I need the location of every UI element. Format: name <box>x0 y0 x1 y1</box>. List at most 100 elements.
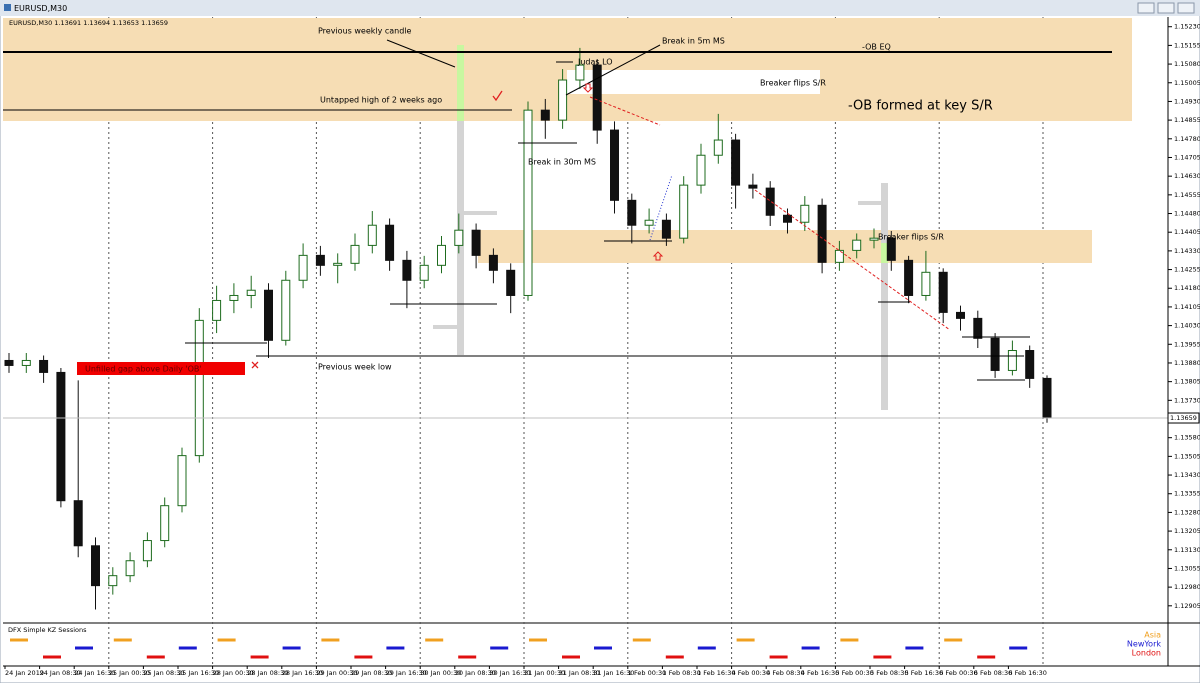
x-tick-label: 29 Jan 16:30 <box>386 669 427 677</box>
annotation: Judas LO <box>577 58 613 67</box>
x-tick-label: 5 Feb 00:30 <box>835 669 874 677</box>
candle-body <box>506 269 516 296</box>
x-tick-label: 6 Feb 00:30 <box>939 669 978 677</box>
x-tick-label: 4 Feb 00:30 <box>732 669 771 677</box>
weekly-candle-open <box>433 325 459 329</box>
y-tick-label: 1.15155 <box>1174 41 1200 49</box>
x-tick-label: 24 Jan 16:30 <box>74 669 115 677</box>
y-tick-label: 1.13505 <box>1174 452 1200 460</box>
maximize-button[interactable] <box>1157 2 1175 14</box>
y-tick-label: 1.13880 <box>1174 359 1200 367</box>
annotation: Break in 30m MS <box>528 158 596 167</box>
candle-body <box>921 271 931 296</box>
candle-body <box>21 359 31 366</box>
candle-body <box>108 575 118 587</box>
annotation: Previous week low <box>318 363 392 372</box>
trend-line <box>754 189 951 331</box>
y-tick-label: 1.13205 <box>1174 527 1200 535</box>
cross-icon <box>251 361 259 369</box>
candle-body <box>886 237 896 261</box>
session-legend: London <box>1132 649 1161 658</box>
candle-body <box>783 214 792 223</box>
x-tick-label: 29 Jan 00:30 <box>316 669 357 677</box>
trend-line <box>649 174 673 241</box>
candle-body <box>713 139 723 156</box>
x-tick-label: 31 Jan 08:30 <box>559 669 600 677</box>
candle-body <box>454 229 464 246</box>
weekly-candle-wick <box>457 45 464 121</box>
window-icon <box>4 4 11 11</box>
candle-body <box>644 219 654 226</box>
indicator-name: DFX Simple KZ Sessions <box>8 626 87 634</box>
candle-body <box>333 262 343 266</box>
candle-body <box>367 224 377 246</box>
trend-line <box>589 96 661 126</box>
y-tick-label: 1.14330 <box>1174 247 1200 255</box>
last-price-box <box>1167 412 1200 424</box>
annotation: -OB formed at key S/R <box>848 99 993 114</box>
breaker-zone <box>478 230 1092 263</box>
candle-body <box>956 311 965 319</box>
candle-body <box>817 204 827 263</box>
gap-box <box>77 362 245 375</box>
candle-body <box>315 254 325 266</box>
title-bar <box>0 0 1200 16</box>
x-tick-label: 30 Jan 08:30 <box>455 669 496 677</box>
candle-body <box>904 259 914 296</box>
y-tick-label: 1.15230 <box>1174 23 1200 31</box>
candle-body <box>437 244 446 266</box>
x-tick-label: 28 Jan 08:30 <box>247 669 288 677</box>
pointer-line <box>565 44 661 96</box>
x-tick-label: 5 Feb 16:30 <box>905 669 944 677</box>
minimize-button[interactable] <box>1137 2 1155 14</box>
y-tick-label: 1.13055 <box>1174 564 1200 572</box>
session-legend: NewYork <box>1127 640 1161 649</box>
annotation: Breaker flips S/R <box>878 233 944 242</box>
candle-body <box>627 199 637 226</box>
candle-body <box>350 244 360 264</box>
candle-body <box>800 204 810 223</box>
check-icon <box>492 90 503 102</box>
candle-body <box>990 337 1000 371</box>
candle-body <box>4 359 14 366</box>
close-button[interactable] <box>1177 2 1195 14</box>
candle-body <box>125 560 135 577</box>
x-tick-label: 6 Feb 08:30 <box>974 669 1013 677</box>
x-tick-label: 1 Feb 00:30 <box>628 669 667 677</box>
y-tick-label: 1.15005 <box>1174 79 1200 87</box>
candle-body <box>471 229 481 256</box>
x-tick-label: 28 Jan 16:30 <box>282 669 323 677</box>
x-tick-label: 25 Jan 16:30 <box>178 669 219 677</box>
drawings <box>3 39 1112 381</box>
candle-body <box>39 359 49 373</box>
y-tick-label: 1.15080 <box>1174 60 1200 68</box>
candle-body <box>402 259 412 281</box>
pointer-line <box>386 39 456 68</box>
candle-body <box>748 184 758 189</box>
window-buttons[interactable] <box>1137 2 1195 14</box>
y-tick-label: 1.12980 <box>1174 583 1200 591</box>
candle-body <box>1042 377 1052 419</box>
x-tick-label: 24 Jan 2019 <box>5 669 44 677</box>
candle-body <box>419 264 429 281</box>
y-tick-label: 1.13955 <box>1174 340 1200 348</box>
candle-body <box>540 109 550 121</box>
candle-body <box>1007 350 1017 371</box>
candle-body <box>558 79 568 121</box>
arrow-down-icon <box>582 83 594 93</box>
annotations: Previous weekly candle Break in 5m MS -O… <box>85 27 993 374</box>
arrow-up-icon <box>652 251 664 261</box>
candle-body <box>91 545 100 587</box>
candle-body <box>73 500 83 547</box>
x-tick-label: 28 Jan 00:30 <box>213 669 254 677</box>
candle-body <box>938 271 948 313</box>
candle-body <box>298 254 308 281</box>
candle-body <box>1025 350 1035 379</box>
candle-body <box>212 299 222 321</box>
x-tick-label: 24 Jan 08:30 <box>40 669 81 677</box>
y-tick-label: 1.14180 <box>1174 284 1200 292</box>
x-tick-label: 4 Feb 08:30 <box>766 669 805 677</box>
y-tick-label: 1.13580 <box>1174 434 1200 442</box>
candle-body <box>592 64 602 131</box>
